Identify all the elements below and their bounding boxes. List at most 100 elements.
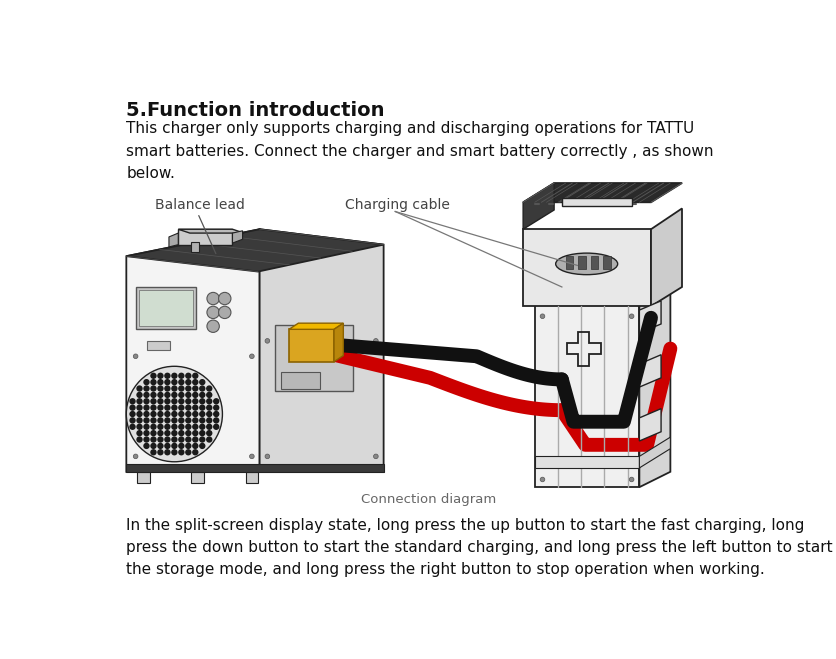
Circle shape [165,380,170,385]
Circle shape [144,386,149,391]
Circle shape [158,380,163,385]
Circle shape [150,437,155,442]
Circle shape [179,444,184,448]
Circle shape [158,405,163,410]
Circle shape [130,418,135,423]
Circle shape [158,399,163,404]
Circle shape [171,431,176,436]
Bar [578,256,585,268]
Circle shape [150,418,155,423]
Circle shape [137,412,142,416]
Text: Charging cable: Charging cable [344,198,449,212]
Circle shape [200,405,205,410]
Circle shape [137,386,142,391]
Circle shape [171,399,176,404]
Circle shape [192,412,197,416]
Circle shape [206,412,212,416]
Circle shape [186,437,191,442]
Text: This charger only supports charging and discharging operations for TATTU
smart b: This charger only supports charging and … [126,121,713,181]
Circle shape [192,393,197,397]
Bar [590,256,598,268]
Circle shape [171,418,176,423]
Circle shape [150,450,155,455]
Circle shape [171,373,176,378]
Circle shape [165,437,170,442]
Circle shape [206,393,212,397]
Circle shape [130,405,135,410]
Circle shape [629,314,633,318]
Circle shape [206,424,212,429]
Circle shape [144,380,149,385]
Circle shape [144,393,149,397]
Circle shape [171,437,176,442]
Polygon shape [639,355,660,387]
Circle shape [206,399,212,404]
Circle shape [158,424,163,429]
Polygon shape [246,472,257,483]
Circle shape [179,450,184,455]
Circle shape [373,454,378,459]
Circle shape [186,418,191,423]
Circle shape [186,431,191,436]
Polygon shape [639,279,670,487]
Circle shape [130,412,135,416]
Circle shape [539,314,544,318]
Polygon shape [126,229,383,272]
Circle shape [165,424,170,429]
Circle shape [144,399,149,404]
Circle shape [158,437,163,442]
Circle shape [150,380,155,385]
Circle shape [179,399,184,404]
Circle shape [158,386,163,391]
Polygon shape [191,472,204,483]
Circle shape [200,386,205,391]
Polygon shape [639,301,660,333]
Circle shape [186,450,191,455]
Polygon shape [534,302,639,487]
Ellipse shape [555,253,617,275]
Circle shape [158,373,163,378]
Polygon shape [178,229,244,233]
Circle shape [179,437,184,442]
Circle shape [192,399,197,404]
Circle shape [144,405,149,410]
Circle shape [179,424,184,429]
Bar [534,457,639,468]
Polygon shape [259,229,383,472]
Circle shape [200,437,205,442]
Polygon shape [561,198,631,206]
Circle shape [213,405,218,410]
Circle shape [206,437,212,442]
Circle shape [200,444,205,448]
Circle shape [137,437,142,442]
Polygon shape [288,330,334,362]
Polygon shape [639,437,670,468]
Circle shape [137,405,142,410]
Circle shape [200,380,205,385]
Circle shape [165,399,170,404]
Circle shape [144,431,149,436]
Circle shape [186,405,191,410]
Circle shape [150,431,155,436]
Circle shape [130,399,135,404]
Circle shape [192,380,197,385]
Circle shape [165,373,170,378]
Circle shape [137,399,142,404]
Circle shape [150,444,155,448]
Circle shape [192,405,197,410]
Circle shape [213,412,218,416]
Circle shape [171,405,176,410]
Circle shape [629,477,633,482]
Circle shape [137,418,142,423]
Circle shape [186,386,191,391]
Circle shape [213,418,218,423]
Polygon shape [137,472,150,483]
Circle shape [200,431,205,436]
Circle shape [192,418,197,423]
Circle shape [200,393,205,397]
Polygon shape [169,233,178,247]
Circle shape [179,412,184,416]
Circle shape [158,418,163,423]
Circle shape [171,386,176,391]
Circle shape [206,418,212,423]
